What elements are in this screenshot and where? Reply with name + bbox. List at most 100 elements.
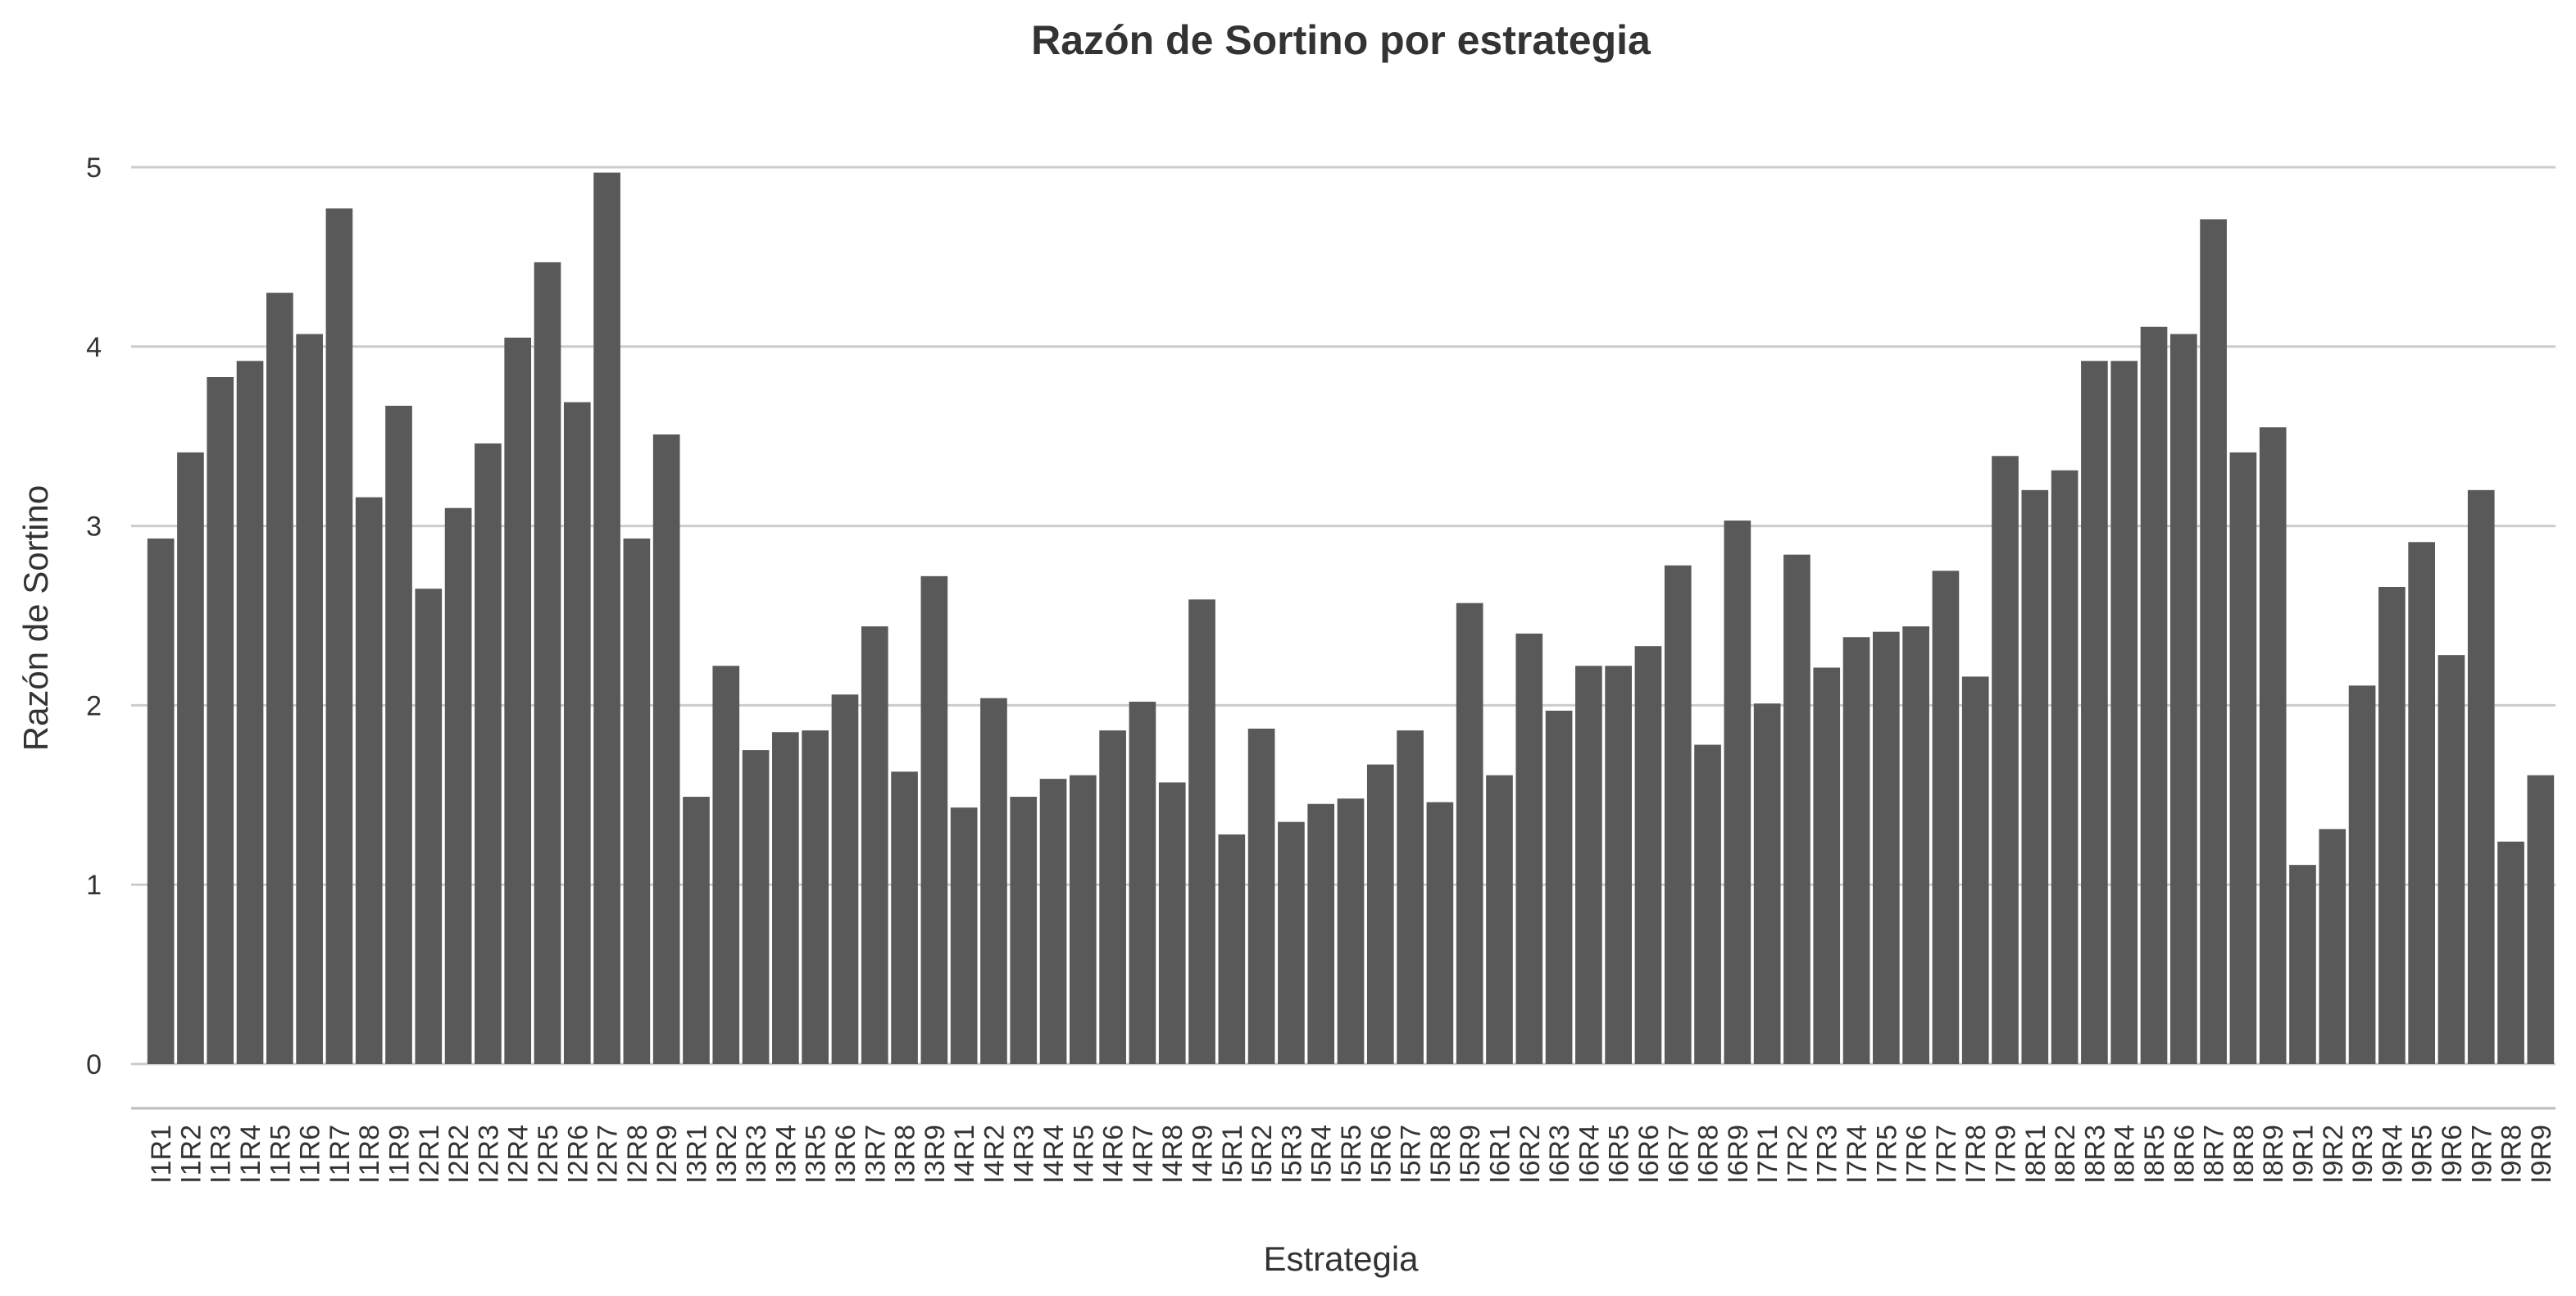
bar-i9r3 xyxy=(2348,685,2376,1064)
bar-i3r4 xyxy=(772,732,799,1064)
x-axis-label: Estrategia xyxy=(1263,1239,1419,1278)
x-tick-label: I7R9 xyxy=(1991,1125,2022,1184)
x-tick-label: I9R7 xyxy=(2466,1125,2497,1184)
x-tick-label: I2R5 xyxy=(533,1125,564,1184)
bar-i1r9 xyxy=(385,406,412,1064)
x-tick-label: I8R5 xyxy=(2139,1125,2170,1184)
x-tick-label: I7R4 xyxy=(1842,1125,1873,1184)
bar-i3r8 xyxy=(891,771,918,1064)
x-tick-label: I6R4 xyxy=(1574,1125,1605,1184)
bar-i9r9 xyxy=(2527,775,2555,1064)
bar-i8r5 xyxy=(2140,326,2168,1064)
bar-i3r5 xyxy=(802,730,829,1064)
bar-i9r6 xyxy=(2437,655,2465,1064)
x-tick-label: I1R7 xyxy=(325,1125,356,1184)
x-tick-label: I8R8 xyxy=(2228,1125,2260,1184)
x-tick-label: I6R9 xyxy=(1723,1125,1754,1184)
bar-i4r2 xyxy=(980,698,1007,1064)
bar-i2r1 xyxy=(415,589,443,1064)
x-tick-label: I4R4 xyxy=(1038,1125,1070,1184)
bar-i6r4 xyxy=(1575,666,1602,1064)
x-tick-label: I6R3 xyxy=(1544,1125,1575,1184)
bar-i4r9 xyxy=(1188,599,1215,1064)
bar-i2r4 xyxy=(504,337,532,1064)
x-tick-label: I4R2 xyxy=(979,1125,1010,1184)
x-tick-label: I2R4 xyxy=(503,1125,534,1184)
y-tick-label: 1 xyxy=(86,870,102,901)
x-tick-label: I1R4 xyxy=(235,1125,266,1184)
x-tick-label: I2R8 xyxy=(622,1125,653,1184)
bar-i3r6 xyxy=(831,694,859,1064)
x-tick-label: I7R2 xyxy=(1782,1125,1813,1184)
x-tick-label: I1R1 xyxy=(146,1125,177,1184)
bar-i3r9 xyxy=(920,575,948,1064)
x-tick-label: I8R2 xyxy=(2050,1125,2081,1184)
x-tick-label: I4R5 xyxy=(1068,1125,1099,1184)
bar-i6r3 xyxy=(1545,710,1573,1064)
x-tick-label: I3R8 xyxy=(890,1125,921,1184)
bar-i9r4 xyxy=(2378,586,2406,1064)
x-tick-label: I8R7 xyxy=(2199,1125,2230,1184)
x-tick-label: I5R9 xyxy=(1455,1125,1486,1184)
bar-i4r4 xyxy=(1039,779,1067,1064)
bar-i6r6 xyxy=(1634,646,1662,1064)
bar-i3r3 xyxy=(742,750,770,1064)
bar-i5r4 xyxy=(1307,803,1335,1064)
bar-i1r7 xyxy=(325,208,353,1065)
bar-i4r1 xyxy=(950,807,978,1064)
bar-i8r1 xyxy=(2021,489,2049,1064)
bar-i5r5 xyxy=(1337,798,1365,1064)
x-tick-label: I4R7 xyxy=(1128,1125,1159,1184)
bar-i7r4 xyxy=(1842,637,1870,1064)
bar-i7r7 xyxy=(1932,571,1960,1064)
x-tick-label: I8R3 xyxy=(2079,1125,2110,1184)
x-tick-label: I9R9 xyxy=(2526,1125,2557,1184)
x-axis-ticks: I1R1I1R2I1R3I1R4I1R5I1R6I1R7I1R8I1R9I2R1… xyxy=(146,1125,2557,1184)
x-tick-label: I8R1 xyxy=(2020,1125,2051,1184)
bar-i6r1 xyxy=(1486,775,1513,1064)
bar-i1r4 xyxy=(236,361,264,1065)
bar-i2r5 xyxy=(534,261,561,1064)
x-tick-label: I3R5 xyxy=(801,1125,832,1184)
bar-i4r6 xyxy=(1099,730,1126,1064)
bar-i7r8 xyxy=(1961,676,1989,1064)
x-tick-label: I2R3 xyxy=(473,1125,504,1184)
x-tick-label: I6R2 xyxy=(1515,1125,1546,1184)
y-axis-label: Razón de Sortino xyxy=(16,485,55,752)
x-tick-label: I8R9 xyxy=(2258,1125,2289,1184)
bar-i8r2 xyxy=(2051,470,2079,1064)
bar-i1r3 xyxy=(207,376,234,1065)
bar-i6r9 xyxy=(1724,521,1751,1064)
bar-i8r6 xyxy=(2169,334,2197,1064)
bar-i3r1 xyxy=(683,796,710,1064)
bar-i9r5 xyxy=(2408,542,2435,1064)
bar-i2r2 xyxy=(444,507,472,1064)
bar-i5r9 xyxy=(1456,603,1483,1064)
x-tick-label: I5R3 xyxy=(1276,1125,1307,1184)
y-tick-label: 0 xyxy=(86,1049,102,1080)
bar-i6r7 xyxy=(1664,565,1692,1064)
x-tick-label: I3R4 xyxy=(770,1125,802,1184)
x-tick-label: I8R4 xyxy=(2110,1125,2141,1184)
bar-i8r3 xyxy=(2081,361,2108,1065)
bar-i1r2 xyxy=(177,452,204,1064)
bar-i6r2 xyxy=(1515,633,1543,1064)
bar-i7r9 xyxy=(1992,456,2019,1064)
x-tick-label: I6R7 xyxy=(1663,1125,1694,1184)
x-tick-label: I7R1 xyxy=(1752,1125,1783,1184)
x-tick-label: I5R4 xyxy=(1306,1125,1338,1184)
x-tick-label: I1R8 xyxy=(354,1125,385,1184)
bar-i8r8 xyxy=(2229,452,2257,1064)
x-tick-label: I5R7 xyxy=(1396,1125,1427,1184)
bar-i3r2 xyxy=(712,666,740,1064)
bar-i9r2 xyxy=(2319,829,2347,1064)
bar-i8r9 xyxy=(2259,427,2287,1064)
bar-i6r5 xyxy=(1605,666,1632,1064)
x-tick-label: I7R3 xyxy=(1812,1125,1843,1184)
x-tick-label: I2R9 xyxy=(652,1125,683,1184)
bar-i5r8 xyxy=(1426,802,1454,1064)
x-tick-label: I6R6 xyxy=(1633,1125,1665,1184)
bar-i2r7 xyxy=(593,172,620,1065)
bar-i3r7 xyxy=(861,626,888,1064)
